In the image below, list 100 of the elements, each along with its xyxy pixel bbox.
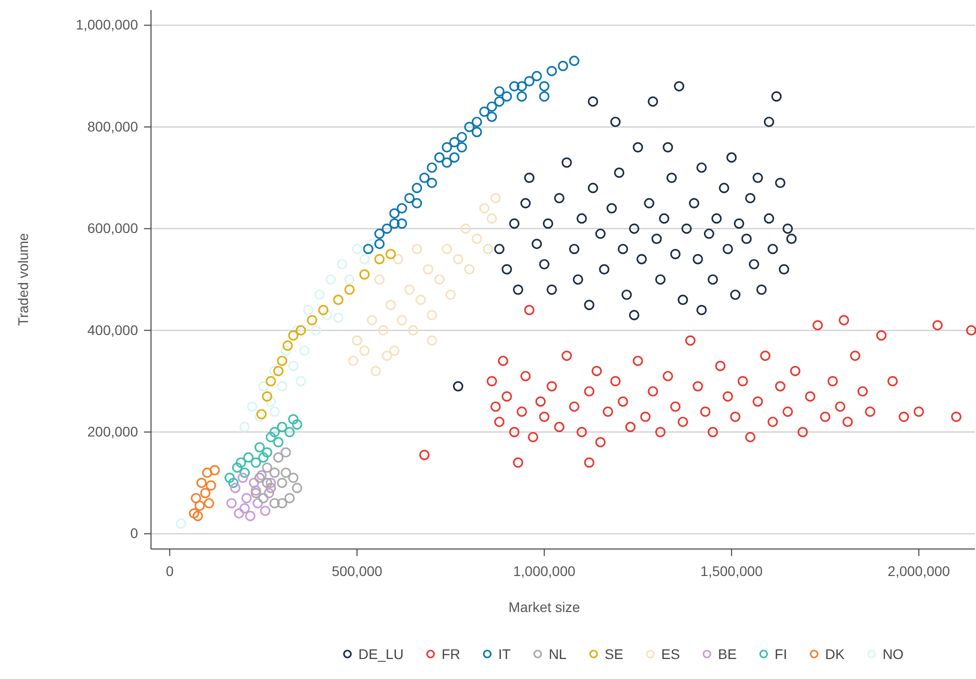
point: [241, 492, 252, 504]
point: [452, 254, 464, 264]
point: [546, 66, 557, 76]
point: [269, 426, 280, 438]
point: [224, 472, 235, 483]
x-tick-label: 0: [166, 562, 174, 579]
point: [318, 304, 328, 316]
point: [472, 116, 482, 128]
point: [344, 284, 355, 295]
y-tick-label: 0: [130, 525, 138, 542]
x-tick-label: 500,000: [332, 562, 383, 579]
point: [389, 218, 400, 229]
legend-label: BE: [718, 646, 737, 662]
y-tick-label: 800,000: [87, 118, 138, 134]
legend-label: FI: [774, 646, 788, 662]
point: [366, 238, 378, 250]
point: [250, 485, 262, 496]
point: [306, 315, 318, 326]
point: [269, 366, 280, 376]
point: [239, 468, 250, 478]
point: [228, 478, 239, 488]
point: [449, 137, 460, 148]
point: [292, 482, 302, 494]
point: [389, 346, 400, 356]
point: [393, 254, 404, 264]
point: [359, 269, 370, 280]
point: [539, 91, 550, 102]
point: [296, 325, 306, 336]
point: [258, 492, 269, 504]
point: [204, 498, 214, 508]
point: [464, 264, 475, 274]
point: [256, 470, 267, 480]
legend-label: NL: [548, 646, 567, 662]
point: [192, 510, 203, 522]
point: [509, 81, 520, 92]
point: [234, 508, 244, 519]
point: [296, 376, 306, 386]
point: [210, 465, 220, 476]
x-axis-title: Market size: [508, 599, 580, 615]
point: [226, 498, 237, 508]
x-tick-label: 1,000,000: [513, 562, 576, 579]
x-tick-label: 2,000,000: [888, 562, 950, 579]
point: [288, 414, 298, 424]
point: [404, 284, 415, 295]
point: [252, 498, 263, 508]
point: [280, 346, 292, 356]
point: [284, 426, 295, 438]
point: [256, 409, 267, 420]
point: [246, 401, 258, 412]
point: [396, 218, 408, 229]
point: [486, 213, 498, 224]
point: [426, 335, 438, 346]
point: [539, 81, 550, 92]
point: [464, 122, 475, 132]
point: [266, 482, 276, 494]
point: [262, 478, 272, 488]
point: [276, 381, 288, 392]
point: [456, 142, 468, 152]
point: [176, 518, 186, 529]
point: [486, 112, 498, 122]
point: [434, 152, 445, 163]
point: [456, 132, 468, 142]
point: [188, 508, 200, 519]
point: [524, 76, 534, 86]
point: [288, 360, 298, 372]
point: [569, 56, 580, 66]
point: [288, 330, 298, 341]
point: [408, 325, 418, 336]
point: [280, 468, 292, 478]
legend-label: ES: [661, 646, 680, 662]
point: [232, 462, 242, 473]
point: [382, 223, 392, 234]
legend-label: DE_LU: [358, 646, 404, 662]
point: [374, 228, 385, 239]
point: [412, 244, 422, 254]
point: [374, 274, 385, 285]
point: [374, 238, 385, 250]
point: [273, 366, 284, 376]
point: [426, 310, 438, 320]
point: [396, 203, 408, 214]
point: [190, 492, 202, 504]
point: [344, 274, 355, 285]
point: [303, 304, 314, 316]
y-tick-label: 1,000,000: [76, 16, 138, 33]
point: [196, 478, 207, 488]
point: [434, 274, 445, 285]
point: [404, 192, 415, 204]
point: [558, 60, 568, 72]
point: [194, 500, 205, 511]
point: [262, 462, 272, 473]
point: [374, 254, 385, 264]
point: [266, 396, 276, 407]
point: [292, 325, 302, 336]
point: [460, 223, 471, 234]
point: [254, 412, 265, 422]
point: [378, 325, 388, 336]
point: [264, 488, 274, 498]
point: [472, 126, 482, 138]
point: [258, 381, 269, 392]
point: [238, 472, 248, 483]
